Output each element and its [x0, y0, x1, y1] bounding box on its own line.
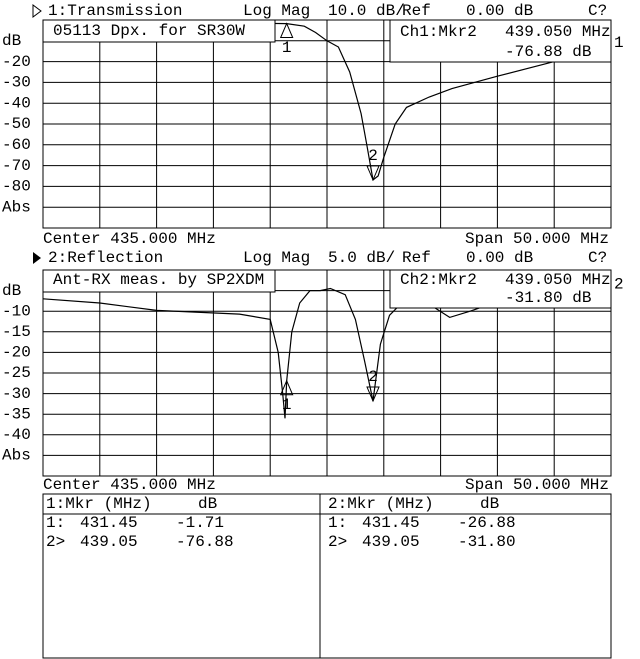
readout-frequency: 439.050 MHz [505, 23, 611, 41]
header-scale: 5.0 dB/ [328, 249, 395, 267]
y-tick-label: -10 [2, 302, 31, 320]
center-frequency: Center 435.000 MHz [43, 230, 216, 248]
annotation: Ant-RX meas. by SP2XDM [53, 271, 264, 289]
table-cell: -26.88 [458, 514, 516, 532]
y-tick-label: -35 [2, 405, 31, 423]
header-ref-label: Ref [402, 249, 431, 267]
table-cell: -31.80 [458, 533, 516, 551]
span-frequency: Span 50.000 MHz [465, 476, 609, 494]
table-header: dB [480, 495, 499, 513]
center-frequency: Center 435.000 MHz [43, 476, 216, 494]
table-header: dB [198, 495, 217, 513]
marker [279, 22, 294, 39]
trace-line [42, 283, 612, 419]
y-tick-label: -30 [2, 385, 31, 403]
header-trace: 1:Transmission [48, 2, 182, 20]
header-ref-value: 0.00 dB [466, 2, 533, 20]
trace-end-label: 1 [614, 34, 624, 52]
table-cell: 439.05 [80, 533, 138, 551]
table-cell: 439.05 [362, 533, 420, 551]
table-header: 1:Mkr (MHz) [46, 495, 152, 513]
y-tick-label: -60 [2, 136, 31, 154]
readout-level: -31.80 dB [505, 289, 591, 307]
header-ref-value: 0.00 dB [466, 249, 533, 267]
header-format: Log Mag [243, 249, 310, 267]
y-tick-label: -80 [2, 178, 31, 196]
readout-channel: Ch2:Mkr2 [400, 271, 477, 289]
y-tick-label: Abs [2, 447, 31, 465]
marker-label: 2 [368, 147, 378, 165]
y-tick-label: -20 [2, 53, 31, 71]
span-frequency: Span 50.000 MHz [465, 230, 609, 248]
marker [366, 386, 380, 403]
table-cell: 431.45 [80, 514, 138, 532]
y-tick-label: -30 [2, 74, 31, 92]
table-cell: -76.88 [176, 533, 234, 551]
y-tick-label: -50 [2, 115, 31, 133]
y-tick-label: -40 [2, 94, 31, 112]
header-status: C? [588, 2, 607, 20]
table-cell: 1: [328, 514, 347, 532]
readout-frequency: 439.050 MHz [505, 271, 611, 289]
header-ref-label: Ref [402, 2, 431, 20]
readout-box [389, 19, 612, 63]
marker-table-frame [42, 493, 612, 659]
trace-end-label: 2 [614, 276, 624, 294]
y-tick-label: dB [2, 282, 21, 300]
readout-box [389, 269, 612, 309]
y-tick-label: dB [2, 32, 21, 50]
y-tick-label: -40 [2, 426, 31, 444]
table-cell: 2> [328, 533, 347, 551]
channel-2-indicator [33, 252, 41, 264]
marker-label: 1 [282, 39, 292, 57]
marker [279, 379, 294, 396]
table-cell: -1.71 [176, 514, 224, 532]
header-status: C? [588, 249, 607, 267]
table-cell: 1: [46, 514, 65, 532]
annotation-box [42, 269, 276, 293]
y-tick-label: -20 [2, 344, 31, 362]
marker-label: 2 [368, 368, 378, 386]
readout-channel: Ch1:Mkr2 [400, 23, 477, 41]
y-tick-label: -70 [2, 157, 31, 175]
header-scale: 10.0 dB/ [328, 2, 405, 20]
y-tick-label: Abs [2, 198, 31, 216]
table-header: 2:Mkr (MHz) [328, 495, 434, 513]
annotation: 05113 Dpx. for SR30W [53, 22, 245, 40]
channel-1-indicator [32, 4, 42, 18]
table-cell: 431.45 [362, 514, 420, 532]
marker-label: 1 [282, 396, 292, 414]
readout-level: -76.88 dB [505, 43, 591, 61]
y-tick-label: -25 [2, 364, 31, 382]
header-trace: 2:Reflection [48, 249, 163, 267]
table-cell: 2> [46, 533, 65, 551]
header-format: Log Mag [243, 2, 310, 20]
y-tick-label: -15 [2, 323, 31, 341]
annotation-box [42, 19, 276, 43]
marker [366, 165, 380, 182]
